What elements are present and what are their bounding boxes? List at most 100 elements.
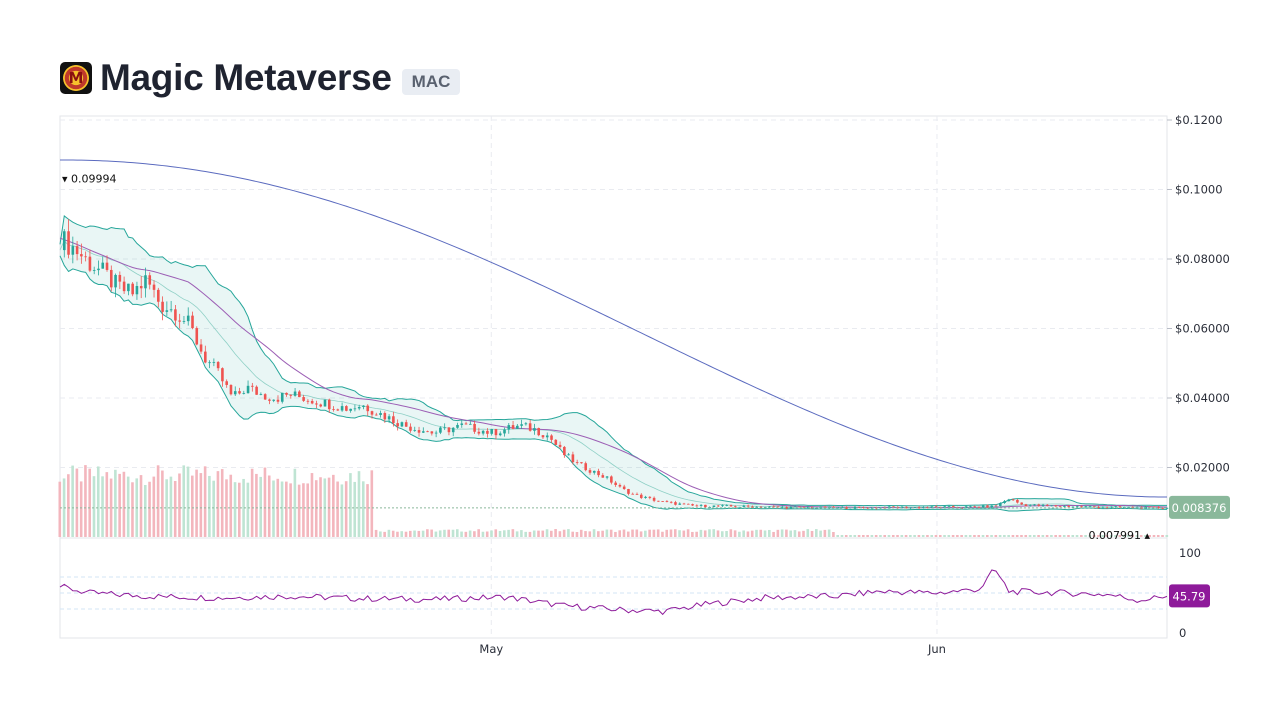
candle-body (263, 394, 267, 400)
candle-body (302, 397, 305, 401)
volume-bar (259, 476, 262, 537)
price-axis-label: $0.04000 (1175, 391, 1230, 405)
candle-body (174, 309, 177, 321)
candle-body (306, 400, 310, 402)
candle-body (443, 427, 446, 429)
volume-bar (883, 535, 887, 537)
volume-bar (1067, 535, 1070, 537)
volume-bar (541, 530, 545, 537)
volume-bar (344, 481, 348, 537)
volume-bar (473, 531, 476, 537)
volume-bar (481, 531, 485, 537)
candle-body (789, 506, 793, 509)
volume-bar (879, 535, 882, 537)
candle-body (644, 496, 647, 498)
candle-body (1071, 506, 1075, 508)
volume-bars (58, 465, 1169, 537)
volume-bar (1075, 535, 1079, 537)
volume-bar (71, 465, 74, 537)
candle-body (917, 507, 921, 509)
candle-body (1157, 506, 1160, 509)
volume-bar (853, 535, 857, 537)
volume-bar (554, 529, 557, 537)
volume-bar (161, 470, 164, 537)
volume-bar (1054, 535, 1057, 537)
volume-bar (695, 531, 698, 537)
volume-bar (173, 480, 177, 537)
candle-body (588, 470, 592, 473)
candle-body (571, 454, 575, 463)
candle-body (327, 399, 331, 410)
candle-body (84, 256, 87, 258)
volume-bar (738, 531, 741, 537)
volume-bar (225, 479, 228, 537)
candle-body (426, 431, 429, 433)
candle-body (977, 506, 981, 508)
volume-bar (131, 482, 134, 537)
volume-bar (332, 474, 335, 537)
volume-bar (832, 531, 835, 537)
volume-bar (1037, 535, 1040, 537)
volume-bar (190, 475, 194, 537)
volume-bar (349, 473, 352, 537)
candle-body (88, 256, 92, 271)
volume-bar (370, 470, 374, 537)
candle-body (951, 506, 955, 508)
volume-bar (823, 529, 827, 537)
candle-body (400, 422, 404, 427)
candle-body (639, 494, 643, 498)
candle-body (319, 404, 323, 407)
candle-body (768, 506, 771, 508)
candle-body (1088, 506, 1092, 508)
last-price-tag (1169, 495, 1230, 519)
volume-bar (793, 530, 797, 537)
volume-bar (648, 529, 651, 537)
candle-body (370, 411, 374, 415)
candle-body (392, 416, 395, 424)
volume-bar (951, 535, 955, 537)
volume-bar (866, 535, 869, 537)
volume-bar (985, 535, 989, 537)
candle-body (1050, 505, 1053, 507)
candle-body (195, 328, 199, 345)
time-axis-label: May (479, 642, 503, 656)
volume-bar (815, 529, 818, 537)
rsi-pane (59, 569, 1168, 616)
volume-bar (1165, 535, 1169, 537)
volume-bar (597, 531, 600, 537)
volume-bar (1050, 535, 1053, 537)
volume-bar (451, 529, 455, 537)
candle-body (62, 231, 66, 251)
candle-body (396, 423, 399, 427)
volume-bar (122, 471, 126, 537)
volume-bar (836, 535, 839, 537)
candle-body (528, 423, 532, 431)
candle-body (1016, 499, 1019, 503)
volume-bar (571, 531, 574, 537)
chart-grid (59, 115, 1168, 639)
candle-body (785, 506, 788, 509)
volume-bar (455, 529, 459, 537)
volume-bar (742, 530, 745, 537)
candle-body (622, 486, 626, 490)
volume-bar (567, 529, 570, 537)
volume-bar (421, 530, 425, 537)
volume-bar (917, 535, 921, 537)
candle-body (823, 506, 827, 509)
volume-bar (327, 477, 331, 537)
volume-bar (143, 484, 147, 537)
candle-body (498, 433, 502, 436)
volume-bar (934, 535, 938, 537)
rsi-value: 45.79 (1173, 589, 1206, 603)
volume-bar (947, 535, 951, 537)
volume-bar (1088, 535, 1092, 537)
candle-body (490, 429, 493, 434)
volume-bar (968, 535, 972, 537)
volume-bar (413, 530, 416, 537)
candle-body (652, 497, 656, 501)
volume-bar (238, 482, 241, 537)
volume-bar (973, 535, 976, 537)
candle-body (900, 506, 904, 508)
volume-bar (203, 466, 207, 537)
